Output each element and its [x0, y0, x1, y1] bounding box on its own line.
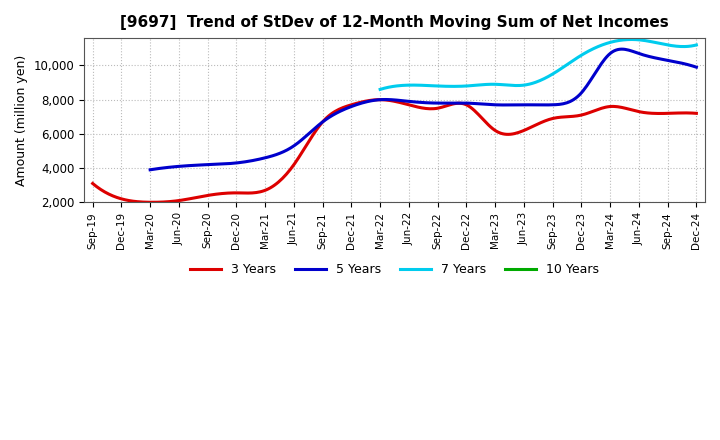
Line: 7 Years: 7 Years	[380, 40, 696, 89]
3 Years	[639, 110, 648, 115]
7 Years	[692, 42, 701, 48]
5 Years	[146, 167, 155, 172]
7 Years	[376, 87, 384, 92]
7 Years	[664, 42, 672, 48]
7 Years	[563, 62, 572, 67]
3 Years	[462, 102, 470, 107]
7 Years	[644, 38, 652, 44]
5 Years	[148, 167, 156, 172]
7 Years	[564, 61, 572, 66]
5 Years	[643, 53, 652, 59]
5 Years	[471, 101, 480, 106]
3 Years	[692, 111, 701, 116]
Line: 3 Years: 3 Years	[93, 100, 696, 202]
3 Years	[601, 105, 610, 110]
Line: 5 Years: 5 Years	[150, 49, 696, 170]
3 Years	[149, 200, 158, 205]
7 Years	[570, 58, 578, 63]
3 Years	[375, 97, 384, 103]
5 Years	[692, 65, 701, 70]
3 Years	[450, 101, 459, 106]
5 Years	[617, 47, 626, 52]
5 Years	[469, 101, 478, 106]
5 Years	[480, 102, 489, 107]
3 Years	[89, 181, 97, 186]
Title: [9697]  Trend of StDev of 12-Month Moving Sum of Net Incomes: [9697] Trend of StDev of 12-Month Moving…	[120, 15, 669, 30]
3 Years	[451, 101, 460, 106]
3 Years	[90, 183, 99, 188]
7 Years	[628, 37, 636, 42]
Legend: 3 Years, 5 Years, 7 Years, 10 Years: 3 Years, 5 Years, 7 Years, 10 Years	[185, 258, 604, 282]
7 Years	[377, 86, 385, 92]
5 Years	[606, 51, 615, 56]
Y-axis label: Amount (million yen): Amount (million yen)	[15, 55, 28, 186]
